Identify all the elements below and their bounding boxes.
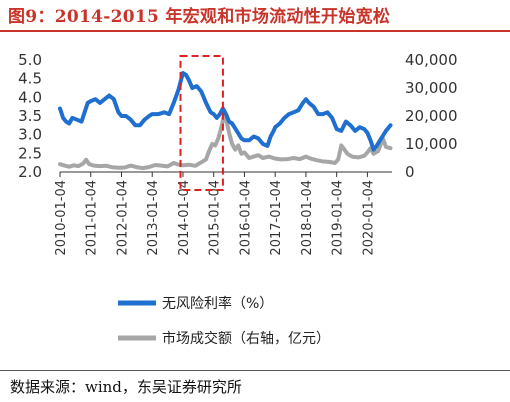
y-axis-left: 2.02.53.03.54.04.55.0 [18, 51, 42, 181]
y-right-tick-label: 20,000 [405, 107, 458, 125]
y-left-tick-label: 5.0 [18, 51, 42, 69]
series-line-turnover [58, 111, 393, 171]
title-rule [0, 30, 510, 32]
x-axis-ticks: 2010-01-04 2011-01-04 2012-01-04 2013-01-04… [54, 172, 376, 256]
y-right-tick-label: 40,000 [405, 51, 458, 69]
y-right-tick-label: 0 [405, 163, 415, 181]
legend: 无风险利率（%） 市场成交额（右轴，亿元） [118, 295, 330, 347]
y-left-tick-label: 3.5 [18, 107, 42, 125]
x-tick-label: 2016-01-04 [238, 180, 253, 256]
x-tick-label: 2017-01-04 [269, 180, 284, 256]
chart: 2010-01-04 2011-01-04 2012-01-04 2013-01-04… [18, 51, 458, 347]
y-axis-right: 0 10,000 20,000 30,000 40,000 [405, 51, 458, 181]
y-right-tick-label: 10,000 [405, 135, 458, 153]
series-layer [58, 71, 393, 171]
x-tick-label: 2012-01-04 [115, 180, 130, 256]
series-line-risk-free-rate [58, 71, 393, 152]
x-tick-label: 2011-01-04 [85, 180, 100, 256]
x-tick-label: 2020-01-04 [361, 180, 376, 256]
source-note: 数据来源：wind，东吴证券研究所 [10, 378, 242, 396]
x-tick-label: 2014-01-04 [177, 180, 192, 256]
y-left-tick-label: 4.0 [18, 88, 42, 106]
y-left-tick-label: 3.0 [18, 126, 42, 144]
legend-label-risk-free-rate: 无风险利率（%） [162, 295, 273, 312]
source-rule [0, 370, 510, 371]
x-tick-label: 2019-01-04 [331, 180, 346, 256]
y-right-tick-label: 30,000 [405, 79, 458, 97]
x-tick-label: 2015-01-04 [208, 180, 223, 256]
y-left-tick-label: 2.0 [18, 163, 42, 181]
x-tick-label: 2010-01-04 [54, 180, 69, 256]
legend-label-turnover: 市场成交额（右轴，亿元） [162, 330, 330, 347]
x-tick-label: 2013-01-04 [146, 180, 161, 256]
y-left-tick-label: 4.5 [18, 70, 42, 88]
chart-title: 图9：2014-2015 年宏观和市场流动性开始宽松 [8, 7, 391, 27]
x-tick-label: 2018-01-04 [300, 180, 315, 256]
y-left-tick-label: 2.5 [18, 144, 42, 162]
